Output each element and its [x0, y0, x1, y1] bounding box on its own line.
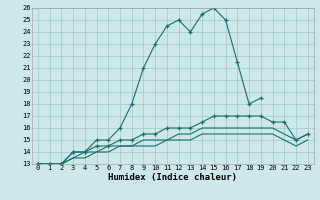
X-axis label: Humidex (Indice chaleur): Humidex (Indice chaleur)	[108, 173, 237, 182]
